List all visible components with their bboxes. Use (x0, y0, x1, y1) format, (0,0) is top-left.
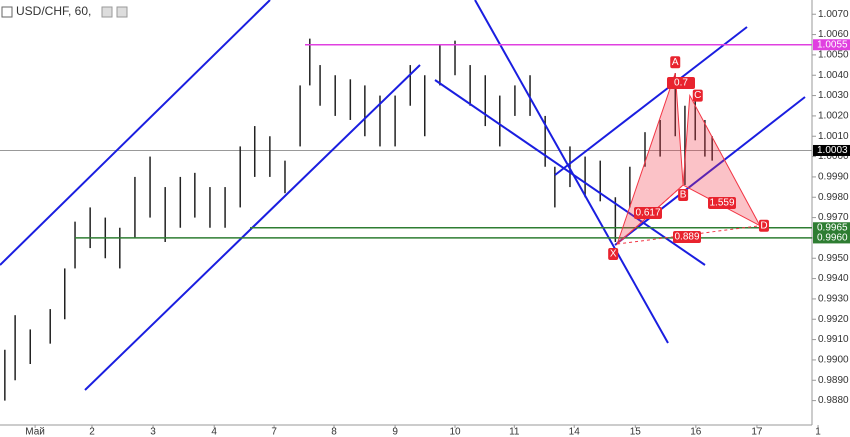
last-price-label: 1.0003 (817, 145, 848, 156)
channel-line (434, 79, 706, 266)
y-tick-label: 0.9890 (818, 375, 849, 386)
y-tick-label: 0.9990 (818, 172, 849, 183)
pattern-point-label: X (610, 249, 617, 260)
x-tick-label: 9 (392, 427, 398, 437)
channel-line (614, 96, 806, 246)
y-tick-label: 1.0070 (818, 9, 849, 20)
y-tick-label: 1.0030 (818, 90, 849, 101)
x-tick-label: 7 (271, 427, 277, 437)
symbol-title: USD/CHF, 60, (16, 4, 91, 18)
pattern-point-label: B (680, 190, 687, 201)
ratio-label: 0.889 (674, 232, 699, 243)
y-tick-label: 0.9900 (818, 355, 849, 366)
pattern-point-label: D (760, 220, 767, 231)
level-label: 0.9965 (817, 222, 848, 233)
pattern-point-badge (670, 56, 681, 69)
y-tick-label: 0.9950 (818, 253, 849, 264)
y-tick-label: 0.9970 (818, 212, 849, 223)
x-tick-label: 15 (630, 427, 642, 437)
price-axis (812, 0, 850, 437)
y-tick-label: 0.9880 (818, 395, 849, 406)
level-label: 1.0055 (817, 39, 848, 50)
x-tick-label: 8 (331, 427, 337, 437)
y-tick-label: 0.9930 (818, 294, 849, 305)
settings-button[interactable] (116, 6, 128, 18)
level-badge (813, 39, 850, 51)
y-tick-label: 0.9940 (818, 273, 849, 284)
pattern-point-badge (678, 189, 689, 202)
y-tick-label: 0.9920 (818, 314, 849, 325)
ratio-badge (673, 231, 701, 243)
ratio-badge (708, 197, 736, 209)
pattern-point-label: C (694, 90, 701, 101)
y-tick-label: 0.9980 (818, 192, 849, 203)
pattern-point-badge (758, 219, 769, 232)
x-tick-label: 10 (449, 427, 461, 437)
x-tick-label: 17 (751, 427, 763, 437)
x-tick-label: 3 (150, 427, 156, 437)
channel-line (0, 0, 271, 266)
y-tick-label: 1.0020 (818, 111, 849, 122)
level-badge (813, 232, 850, 244)
y-tick-label: 1.0010 (818, 131, 849, 142)
y-tick-label: 1.0050 (818, 50, 849, 61)
x-tick-label: 14 (569, 427, 581, 437)
ratio-label: 0.7 (674, 78, 688, 89)
ratio-badge (634, 207, 662, 219)
x-tick-label: 1 (815, 427, 821, 437)
last-price-badge (813, 144, 850, 156)
ratio-badge (667, 77, 695, 89)
hide-button[interactable] (101, 6, 113, 18)
y-tick-label: 1.0000 (818, 151, 849, 162)
channel-line (554, 26, 748, 176)
x-tick-label: 11 (509, 427, 520, 437)
x-tick-label: 16 (690, 427, 702, 437)
pattern-point-label: A (672, 57, 679, 68)
menu-icon[interactable] (1, 6, 13, 18)
y-tick-label: 1.0060 (818, 29, 849, 40)
pattern-point-badge (608, 248, 619, 261)
channel-line (474, 0, 669, 344)
x-tick-label: Май (25, 427, 45, 437)
ratio-label: 0.617 (635, 208, 660, 219)
level-label: 0.9960 (817, 233, 848, 244)
ratio-label: 1.559 (709, 198, 734, 209)
x-tick-label: 4 (211, 427, 217, 437)
level-badge (813, 222, 850, 234)
y-tick-label: 0.9910 (818, 334, 849, 345)
pattern-point-badge (692, 89, 703, 102)
y-tick-label: 1.0040 (818, 70, 849, 81)
x-tick-label: 2 (89, 427, 95, 437)
